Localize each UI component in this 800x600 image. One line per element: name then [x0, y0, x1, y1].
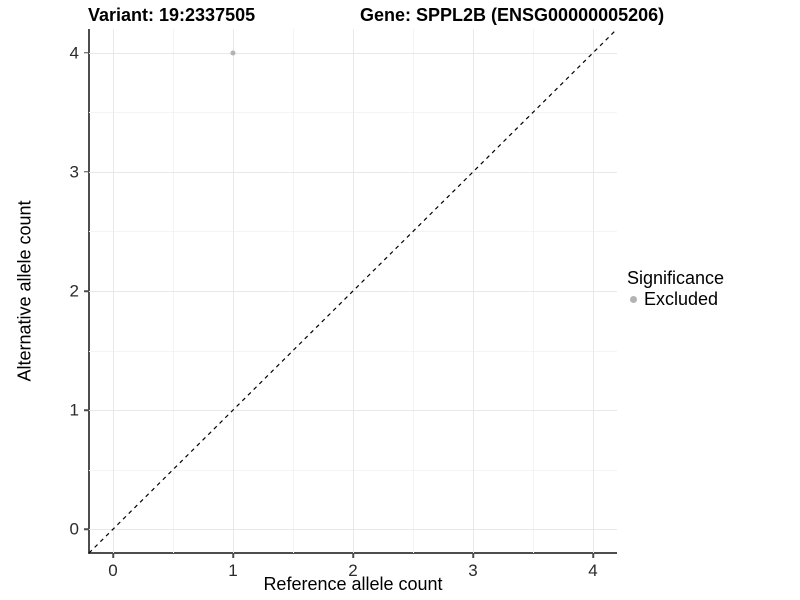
gridline-major-horizontal	[89, 529, 617, 531]
y-tick-mark	[84, 409, 89, 411]
x-tick-mark	[592, 553, 594, 558]
identity-dashed-line	[88, 28, 618, 554]
y-tick-label: 2	[69, 281, 79, 301]
data-point	[230, 50, 236, 56]
y-tick-mark	[84, 528, 89, 530]
x-axis-title: Reference allele count	[263, 574, 443, 594]
legend-point-icon	[630, 296, 637, 303]
legend-entry: Excluded	[630, 289, 724, 310]
x-tick-label: 1	[228, 561, 238, 580]
gridline-major-horizontal	[89, 52, 617, 54]
x-tick-label: 4	[588, 561, 598, 580]
y-axis-title: Alternative allele count	[14, 200, 35, 382]
y-tick-label: 3	[69, 162, 79, 182]
x-tick-mark	[232, 553, 234, 558]
gridline-major-horizontal	[89, 171, 617, 173]
y-tick-mark	[84, 52, 89, 54]
variant-title: Variant: 19:2337505	[88, 5, 256, 25]
x-tick-mark	[112, 553, 114, 558]
x-tick-mark	[352, 553, 354, 558]
x-tick-mark	[472, 553, 474, 558]
legend-entry-label: Excluded	[644, 289, 719, 309]
y-tick-label: 0	[69, 519, 79, 539]
x-tick-label: 2	[348, 561, 358, 580]
x-tick-label: 3	[468, 561, 478, 580]
legend-title: Significance	[627, 268, 725, 288]
y-tick-label: 4	[69, 43, 79, 63]
x-tick-label: 0	[108, 561, 118, 580]
legend-entries: Excluded	[627, 289, 724, 310]
y-tick-label: 1	[69, 400, 79, 420]
legend: Significance Excluded	[627, 268, 724, 310]
y-tick-mark	[84, 171, 89, 173]
gene-title: Gene: SPPL2B (ENSG00000005206)	[360, 5, 665, 25]
plot-panel: 0 1 2 3 4 0 1 2 3 4	[70, 28, 618, 579]
gridline-major-horizontal	[89, 410, 617, 412]
y-tick-mark	[84, 290, 89, 292]
